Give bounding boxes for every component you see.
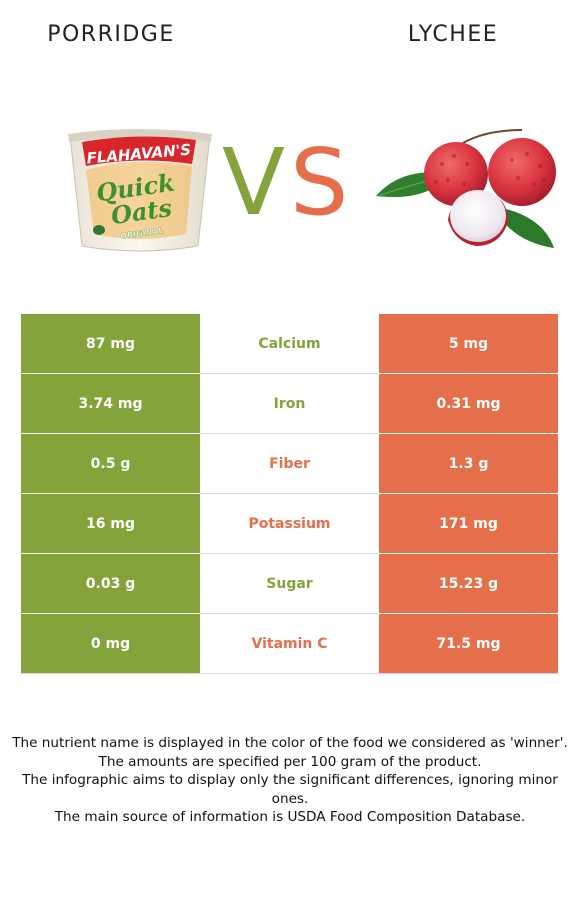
table-row: 3.74 mg Iron 0.31 mg: [21, 374, 558, 434]
nutrient-name: Sugar: [200, 554, 379, 614]
porridge-image: FLAHAVAN'S Quick Oats ORIGINAL: [68, 129, 212, 252]
porridge-value: 3.74 mg: [21, 374, 200, 434]
table-row: 16 mg Potassium 171 mg: [21, 494, 558, 554]
porridge-value: 16 mg: [21, 494, 200, 554]
left-food-title: PORRIDGE: [47, 22, 175, 47]
right-food-title: LYCHEE: [407, 22, 499, 47]
vs-s: S: [290, 129, 349, 236]
porridge-value: 0.03 g: [21, 554, 200, 614]
nutrient-name: Fiber: [200, 434, 379, 494]
footnotes: The nutrient name is displayed in the co…: [10, 734, 570, 827]
porridge-value: 87 mg: [21, 314, 200, 374]
porridge-value: 0.5 g: [21, 434, 200, 494]
note-winner: The nutrient name is displayed in the co…: [12, 735, 568, 751]
lychee-value: 1.3 g: [379, 434, 558, 494]
nutrient-name: Potassium: [200, 494, 379, 554]
lychee-value: 15.23 g: [379, 554, 558, 614]
note-amounts: The amounts are specified per 100 gram o…: [98, 753, 482, 770]
vs-v: V: [222, 129, 285, 236]
lychee-value: 71.5 mg: [379, 614, 558, 674]
nutrient-name: Calcium: [200, 314, 379, 374]
table-row: 0 mg Vitamin C 71.5 mg: [21, 614, 558, 674]
nutrient-name: Vitamin C: [200, 614, 379, 674]
lychee-value: 171 mg: [379, 494, 558, 554]
lychee-value: 5 mg: [379, 314, 558, 374]
lychee-value: 0.31 mg: [379, 374, 558, 434]
table-row: 0.03 g Sugar 15.23 g: [21, 554, 558, 614]
note-aims: The infographic aims to display only the…: [22, 772, 558, 807]
table-row: 87 mg Calcium 5 mg: [21, 314, 558, 374]
note-source: The main source of information is USDA F…: [54, 809, 526, 825]
table-row: 0.5 g Fiber 1.3 g: [21, 434, 558, 494]
lychee-image: [376, 129, 556, 248]
vs-label: V S: [222, 129, 362, 236]
porridge-value: 0 mg: [21, 614, 200, 674]
nutrient-name: Iron: [200, 374, 379, 434]
